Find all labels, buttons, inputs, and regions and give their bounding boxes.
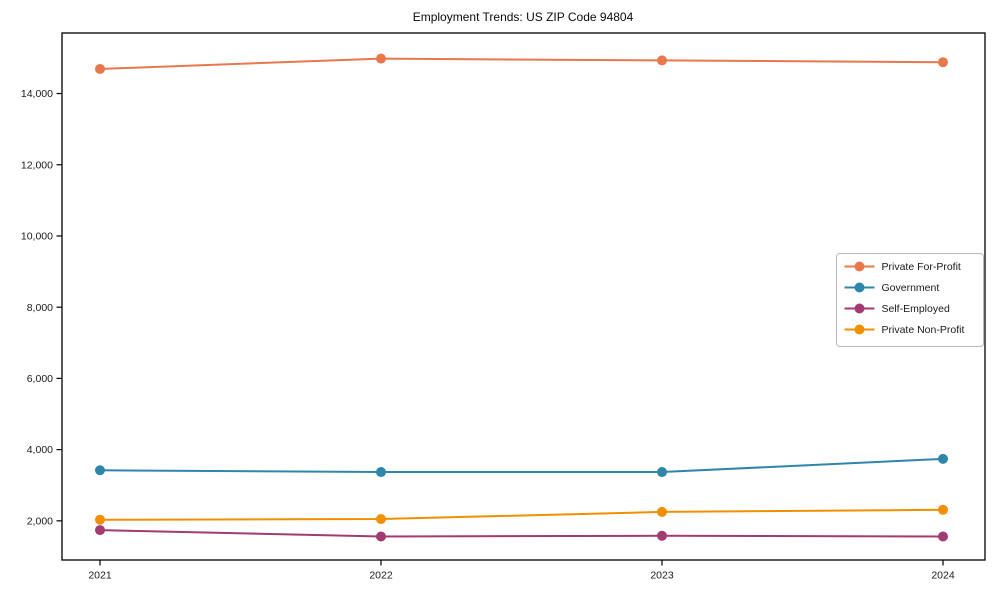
data-point-government (95, 465, 105, 476)
x-tick-label: 2022 (369, 570, 393, 582)
data-point-private-non-profit (938, 504, 948, 515)
data-point-self-employed (657, 530, 667, 541)
x-tick-label: 2021 (88, 570, 112, 582)
legend-label: Government (882, 282, 940, 294)
axes-frame (61, 32, 986, 561)
legend-entry-private-non-profit: Private Non-Profit (844, 324, 965, 336)
data-point-private-for-profit (657, 55, 667, 66)
y-tick-label: 2,000 (27, 515, 53, 527)
legend-marker (854, 261, 865, 272)
series-line-government (99, 457, 944, 474)
plot-area: 2,000 4,000 6,000 8,000 10,000 12,000 14,000 20… (21, 32, 986, 582)
x-tick-label: 2023 (650, 570, 674, 582)
data-point-self-employed (376, 531, 386, 542)
legend-label: Private Non-Profit (882, 324, 965, 336)
legend-label: Private For-Profit (882, 261, 961, 273)
legend-entry-self-employed: Self-Employed (844, 303, 950, 315)
legend-marker (854, 324, 865, 335)
legend-marker (854, 303, 865, 314)
y-tick-label: 14,000 (21, 88, 53, 100)
data-point-private-for-profit (938, 57, 948, 68)
legend-label: Self-Employed (882, 303, 950, 315)
series-line-self-employed (99, 529, 944, 538)
data-point-government (376, 467, 386, 478)
y-tick-label: 10,000 (21, 231, 53, 243)
legend-entry-private-for-profit: Private For-Profit (844, 261, 961, 273)
legend-box (836, 253, 984, 347)
data-point-government (938, 453, 948, 464)
y-tick-label: 12,000 (21, 159, 53, 171)
x-tick-label: 2024 (931, 570, 955, 582)
data-point-private-for-profit (95, 63, 105, 74)
chart-title: Employment Trends: US ZIP Code 94804 (413, 10, 634, 24)
legend: Private For-Profit Government Self-Employe… (836, 253, 984, 347)
series-line-private-for-profit (99, 57, 944, 70)
data-point-private-non-profit (95, 514, 105, 525)
y-tick-label: 6,000 (27, 373, 53, 385)
y-tick-label: 8,000 (27, 302, 53, 314)
legend-marker (854, 282, 865, 293)
data-point-self-employed (938, 531, 948, 542)
data-point-government (657, 467, 667, 478)
data-point-self-employed (95, 525, 105, 536)
data-point-private-for-profit (376, 53, 386, 64)
data-point-private-non-profit (376, 514, 386, 525)
y-tick-label: 4,000 (27, 444, 53, 456)
legend-entry-government: Government (844, 282, 940, 294)
series-line-private-non-profit (99, 508, 944, 521)
data-point-private-non-profit (657, 506, 667, 517)
